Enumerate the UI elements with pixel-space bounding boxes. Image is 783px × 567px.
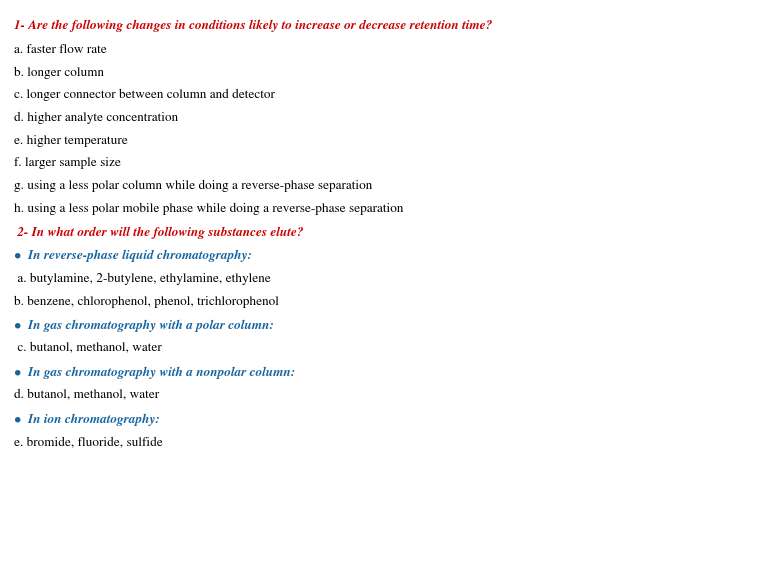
Text: g. using a less polar column while doing a reverse-phase separation: g. using a less polar column while doing…	[14, 180, 373, 192]
Text: c. longer connector between column and detector: c. longer connector between column and d…	[14, 89, 275, 101]
Text: 2- In what order will the following substances elute?: 2- In what order will the following subs…	[14, 226, 304, 239]
Text: e. bromide, fluoride, sulfide: e. bromide, fluoride, sulfide	[14, 437, 163, 448]
Text: •  In reverse-phase liquid chromatography:: • In reverse-phase liquid chromatography…	[14, 249, 252, 262]
Text: d. higher analyte concentration: d. higher analyte concentration	[14, 112, 179, 124]
Text: •  In gas chromatography with a polar column:: • In gas chromatography with a polar col…	[14, 319, 274, 332]
Text: •  In gas chromatography with a nonpolar column:: • In gas chromatography with a nonpolar …	[14, 366, 295, 379]
Text: 1- Are the following changes in conditions likely to increase or decrease retent: 1- Are the following changes in conditio…	[14, 19, 493, 32]
Text: c. butanol, methanol, water: c. butanol, methanol, water	[14, 343, 162, 354]
Text: b. benzene, chlorophenol, phenol, trichlorophenol: b. benzene, chlorophenol, phenol, trichl…	[14, 295, 279, 308]
Text: b. longer column: b. longer column	[14, 66, 104, 79]
Text: e. higher temperature: e. higher temperature	[14, 134, 128, 147]
Text: •  In ion chromatography:: • In ion chromatography:	[14, 413, 160, 426]
Text: d. butanol, methanol, water: d. butanol, methanol, water	[14, 390, 159, 401]
Text: a. faster flow rate: a. faster flow rate	[14, 44, 106, 56]
Text: f. larger sample size: f. larger sample size	[14, 157, 121, 170]
Text: a. butylamine, 2-butylene, ethylamine, ethylene: a. butylamine, 2-butylene, ethylamine, e…	[14, 273, 271, 285]
Text: h. using a less polar mobile phase while doing a reverse-phase separation: h. using a less polar mobile phase while…	[14, 202, 403, 215]
